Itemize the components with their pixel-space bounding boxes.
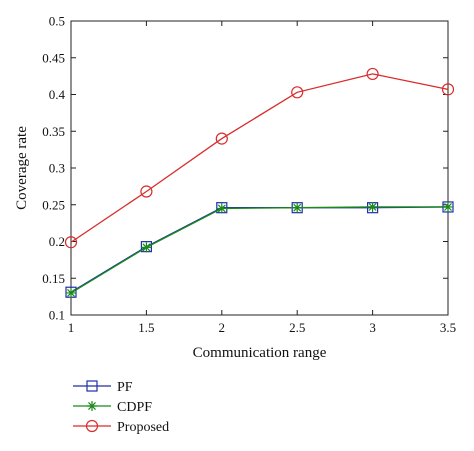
data-point-proposed xyxy=(64,236,78,249)
y-tick-label: 0.3 xyxy=(49,161,65,176)
y-tick-label: 0.5 xyxy=(49,14,65,29)
y-tick-label: 0.35 xyxy=(42,124,65,139)
data-point-proposed xyxy=(366,67,379,81)
legend-label-proposed: Proposed xyxy=(117,420,169,435)
data-point-proposed xyxy=(291,86,304,99)
x-tick-label: 1 xyxy=(68,320,75,335)
legend-item-pf: PF xyxy=(73,380,133,395)
data-point-cdpf xyxy=(66,287,76,298)
y-axis-title: Coverage rate xyxy=(14,126,30,210)
y-tick-label: 0.15 xyxy=(42,271,65,286)
x-tick-label: 2.5 xyxy=(289,320,305,335)
data-point-cdpf xyxy=(292,202,303,213)
legend-marker-cdpf xyxy=(87,401,97,411)
data-point-cdpf xyxy=(367,201,378,212)
legend: PF CDPF Proposed xyxy=(73,380,169,435)
y-tick-label: 0.45 xyxy=(42,50,65,65)
series-line-proposed xyxy=(70,73,449,243)
x-tick-label: 3 xyxy=(369,320,376,335)
y-tick-label: 0.4 xyxy=(49,87,66,102)
data-point-cdpf xyxy=(443,201,453,212)
x-tick-label: 3.5 xyxy=(440,320,456,335)
data-point-proposed xyxy=(215,132,228,145)
x-axis-title: Communication range xyxy=(193,345,327,361)
y-tick-label: 0.1 xyxy=(49,308,65,323)
data-point-cdpf xyxy=(216,203,227,214)
y-tick-label: 0.25 xyxy=(42,197,65,212)
series-proposed xyxy=(64,67,455,249)
legend-label-cdpf: CDPF xyxy=(117,400,152,415)
series-cdpf xyxy=(66,201,453,298)
series-line-cdpf xyxy=(70,206,448,294)
y-tick-label: 0.2 xyxy=(49,234,65,249)
legend-label-pf: PF xyxy=(117,380,133,395)
legend-item-proposed: Proposed xyxy=(73,419,169,435)
plot-frame xyxy=(70,20,449,316)
data-point-proposed xyxy=(441,83,455,96)
data-point-cdpf xyxy=(141,242,152,253)
legend-item-cdpf: CDPF xyxy=(73,400,152,415)
legend-marker-pf xyxy=(86,380,98,392)
x-tick-label: 1.5 xyxy=(138,320,154,335)
data-point-proposed xyxy=(140,185,153,198)
legend-marker-proposed xyxy=(85,419,99,433)
x-tick-label: 2 xyxy=(219,320,226,335)
